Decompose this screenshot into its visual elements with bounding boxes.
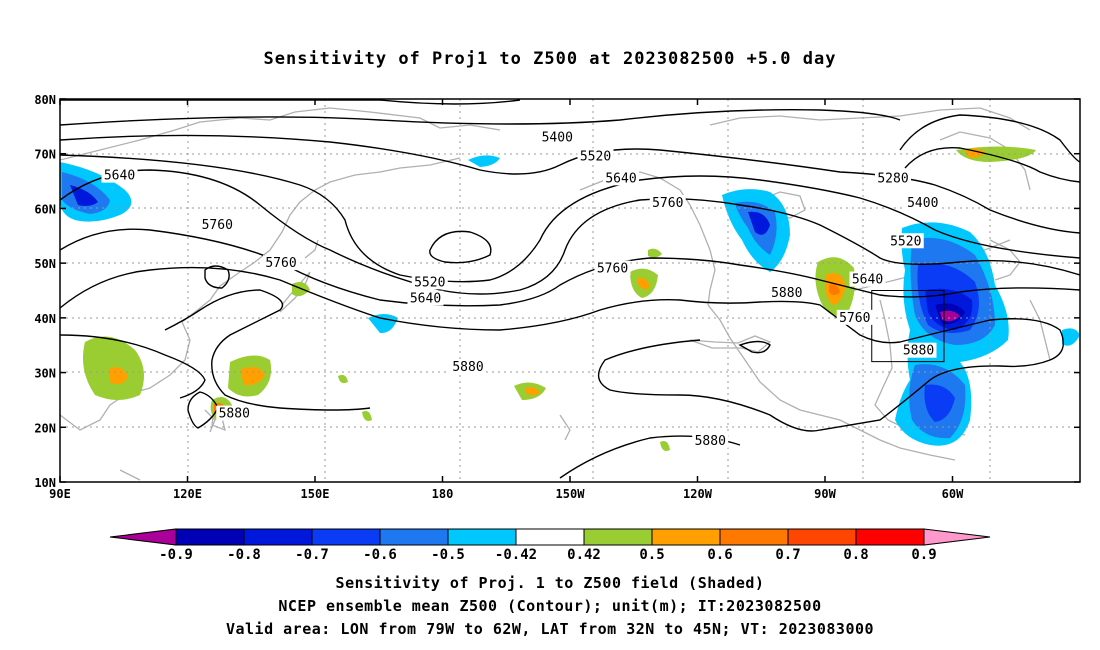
contour-label-bg: [603, 170, 639, 186]
lat-tick-label: 20N: [34, 421, 56, 435]
colorbar-label: 0.7: [775, 547, 800, 563]
contour-label-bg: [577, 148, 614, 164]
colorbar: -0.9 -0.8 -0.7 -0.6 -0.5 -0.42 0.42 0.5 0.6 0.7 0.…: [109, 528, 991, 563]
colorbar-label: 0.6: [707, 547, 732, 563]
colorbar-label: 0.9: [911, 547, 936, 563]
contour-label: 5640: [104, 169, 135, 184]
lon-tick-label: 90E: [49, 487, 71, 501]
contour-label-bg: [216, 405, 253, 421]
contour-label-bg: [411, 274, 448, 290]
contour-label-bg: [692, 432, 729, 448]
contour-label: 5520: [890, 234, 921, 249]
contour-label-bg: [594, 260, 631, 276]
contour-label: 5760: [202, 218, 233, 233]
lat-tick-label: 50N: [34, 257, 56, 271]
latitude-axis: 80N 70N 60N 50N 40N 30N 20N 10N: [34, 93, 1080, 490]
colorbar-label: -0.6: [363, 547, 397, 563]
contour-label-bg: [904, 194, 941, 210]
contour-label: 5880: [452, 360, 483, 375]
z500-contours: [60, 99, 1080, 479]
lon-tick-label: 150E: [301, 487, 330, 501]
contour-label-bg: [849, 271, 886, 287]
contour-label: 5640: [605, 171, 636, 186]
contour-label: 5880: [695, 434, 726, 449]
contour-label: 5880: [771, 286, 802, 301]
colorbar-label: 0.42: [567, 547, 601, 563]
colorbar-min-arrow: [109, 528, 177, 546]
contour-label: 5640: [852, 273, 883, 288]
lat-tick-label: 40N: [34, 312, 56, 326]
lat-tick-label: 60N: [34, 202, 56, 216]
colorbar-label: 0.5: [639, 547, 664, 563]
colorbar-swatch: [719, 528, 789, 546]
contour-label: 5760: [597, 262, 628, 277]
grid: [60, 99, 1080, 482]
lon-tick-label: 180: [432, 487, 454, 501]
contour-label: 5400: [907, 196, 938, 211]
lat-tick-label: 30N: [34, 367, 56, 381]
lon-tick-label: 150W: [556, 487, 586, 501]
contour-label-bg: [836, 309, 873, 325]
contour-label: 5280: [877, 171, 908, 186]
colorbar-max-arrow: [923, 528, 991, 546]
lon-tick-label: 120W: [683, 487, 713, 501]
contour-label-bg: [450, 359, 486, 375]
contour-label: 5760: [839, 311, 870, 326]
contour-label: 5520: [414, 275, 445, 290]
contour-label: 5640: [410, 292, 441, 307]
lat-tick-label: 80N: [34, 93, 56, 107]
caption-contour: NCEP ensemble mean Z500 (Contour); unit(…: [278, 597, 822, 615]
caption-valid-area: Valid area: LON from 79W to 62W, LAT fro…: [225, 620, 875, 638]
valid-area-box: [871, 290, 945, 363]
colorbar-swatch: [175, 528, 245, 546]
colorbar-swatch: [379, 528, 449, 546]
colorbar-swatch: [855, 528, 925, 546]
contour-label-bg: [101, 167, 138, 183]
colorbar-swatch: [651, 528, 721, 546]
contour-label: 5880: [903, 344, 934, 359]
colorbar-swatch: [243, 528, 313, 546]
contour-label-bg: [649, 194, 686, 210]
contour-label-bg: [539, 129, 576, 145]
sensitivity-shading: [60, 146, 1080, 451]
contour-label-bg: [263, 255, 299, 271]
caption-shading: Sensitivity of Proj. 1 to Z500 field (Sh…: [335, 574, 765, 592]
lat-tick-label: 10N: [34, 476, 56, 490]
contour-label: 5520: [580, 149, 611, 164]
colorbar-swatch: [583, 528, 653, 546]
contour-label-bg: [887, 233, 924, 249]
map-title: Sensitivity of Proj1 to Z500 at 20230825…: [263, 49, 837, 69]
lat-tick-label: 70N: [34, 148, 56, 162]
colorbar-label: -0.8: [227, 547, 261, 563]
contour-label-bg: [900, 342, 937, 358]
colorbar-label: 0.8: [843, 547, 868, 563]
contour-label: 5760: [265, 256, 296, 271]
lon-tick-label: 90W: [814, 487, 836, 501]
contour-label-bg: [768, 285, 805, 301]
lon-tick-label: 60W: [942, 487, 964, 501]
colorbar-label: -0.42: [495, 547, 537, 563]
colorbar-label: -0.5: [431, 547, 465, 563]
contour-label-bg: [199, 216, 236, 232]
colorbar-label: -0.7: [295, 547, 329, 563]
colorbar-swatch: [311, 528, 381, 546]
contour-labels: 5400 5520 5640 5760 5280 5400 5520 5640 5760 5880…: [101, 129, 941, 449]
lon-tick-label: 120E: [173, 487, 202, 501]
contour-label: 5760: [652, 196, 683, 211]
contour-label: 5880: [219, 407, 250, 422]
contour-label: 5400: [542, 130, 573, 145]
contour-label-bg: [875, 170, 911, 186]
contour-label-bg: [407, 290, 444, 306]
colorbar-swatch: [787, 528, 857, 546]
colorbar-swatch: [515, 528, 585, 546]
colorbar-label: -0.9: [159, 547, 193, 563]
longitude-axis: 90E 120E 150E 180 150W 120W 90W 60W: [49, 99, 964, 501]
colorbar-swatch: [447, 528, 517, 546]
